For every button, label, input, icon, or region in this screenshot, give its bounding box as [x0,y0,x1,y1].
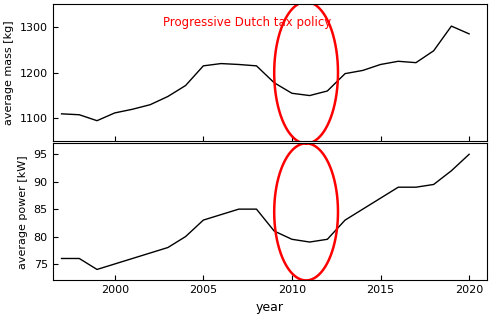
Text: Progressive Dutch tax policy: Progressive Dutch tax policy [164,16,332,29]
Y-axis label: average power [kW]: average power [kW] [18,155,28,269]
Y-axis label: average mass [kg]: average mass [kg] [4,20,14,125]
X-axis label: year: year [256,301,284,314]
